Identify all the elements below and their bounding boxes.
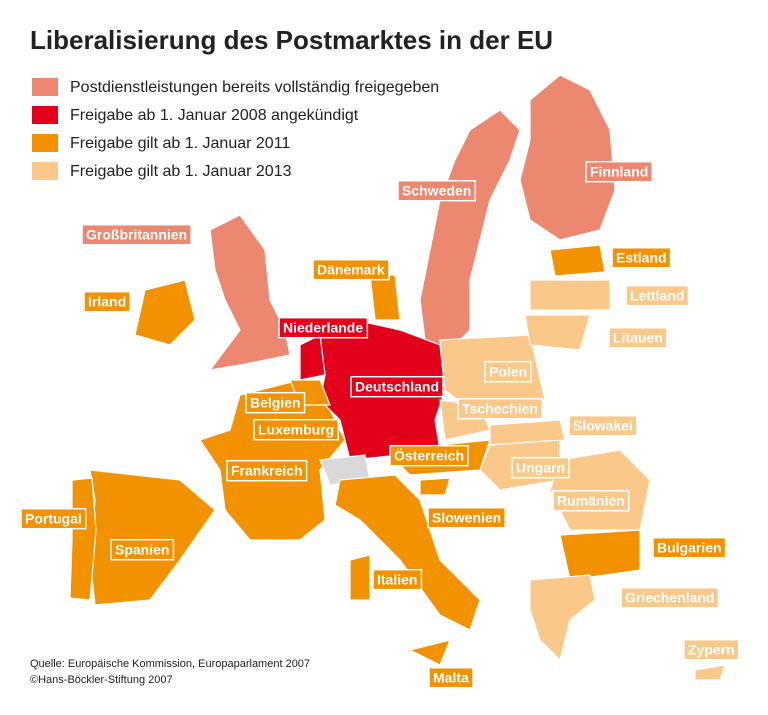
legend-label: Freigabe ab 1. Januar 2008 angekündigt (70, 107, 359, 124)
spain-shape (89, 469, 216, 606)
country-label: Niederlande (283, 320, 363, 336)
country-label: Dänemark (317, 262, 385, 278)
legend: Postdienstleistungen bereits vollständig… (32, 78, 439, 180)
country-label: Irland (88, 294, 126, 310)
country-label: Frankreich (231, 463, 303, 479)
country-label: Finnland (590, 164, 648, 180)
country-label: Polen (489, 364, 527, 380)
label-box (253, 418, 339, 441)
ireland-shape (134, 279, 196, 346)
label-box (611, 246, 672, 269)
legend-swatch (32, 134, 58, 152)
country-label: Deutschland (355, 379, 439, 395)
finland-shape (519, 74, 616, 241)
bulgaria-shape (559, 529, 641, 581)
latvia-shape (529, 279, 611, 311)
country-label: Belgien (250, 395, 301, 411)
label-box (625, 284, 690, 307)
legend-label: Freigabe gilt ab 1. Januar 2013 (70, 163, 292, 180)
label-box (397, 179, 476, 202)
label-box (110, 538, 175, 561)
sicily-shape (408, 639, 451, 666)
country-label: Italien (377, 572, 417, 588)
greece-shape (529, 574, 596, 662)
country-label: Zypern (688, 642, 735, 658)
country-label: Bulgarien (657, 540, 722, 556)
label-box (428, 666, 474, 689)
cyprus-shape (694, 664, 726, 681)
label-box (278, 316, 369, 339)
country-label: Lettland (630, 288, 684, 304)
country-label: Tschechien (462, 401, 538, 417)
country-label: Griechenland (625, 590, 714, 606)
title: Liberalisierung des Postmarktes in der E… (30, 25, 553, 55)
sweden-shape (419, 109, 521, 351)
country-label: Slowakei (573, 418, 633, 434)
label-box (20, 507, 87, 530)
label-box (226, 459, 308, 482)
italy-shape (334, 474, 481, 631)
netherlands-shape (299, 334, 326, 381)
country-label: Slowenien (432, 510, 501, 526)
country-label: Rumänien (557, 493, 625, 509)
country-label: Portugal (25, 511, 82, 527)
label-box (585, 160, 654, 183)
legend-swatch (32, 106, 58, 124)
country-label: Schweden (402, 183, 471, 199)
label-box (83, 290, 131, 313)
portugal-shape (69, 477, 97, 601)
label-box (484, 360, 532, 383)
legend-swatch (32, 162, 58, 180)
label-box (372, 568, 423, 591)
legend-label: Freigabe gilt ab 1. Januar 2011 (70, 135, 290, 152)
country-label: Österreich (394, 448, 464, 464)
label-box (620, 586, 720, 609)
country-labels: Großbritannien Schweden Finnland Niederl… (20, 160, 740, 689)
country-label: Großbritannien (86, 227, 187, 243)
source: Quelle: Europäische Kommission, Europapa… (30, 658, 310, 670)
country-label: Ungarn (516, 460, 565, 476)
country-label: Spanien (115, 542, 169, 558)
label-box (81, 223, 192, 246)
label-box (457, 397, 543, 420)
denmark-shape (369, 274, 401, 321)
label-box (511, 456, 570, 479)
country-label: Malta (433, 670, 469, 686)
label-box (245, 391, 306, 414)
estonia-shape (549, 244, 606, 277)
label-box (652, 536, 727, 559)
label-box (552, 489, 630, 512)
label-box (568, 414, 638, 437)
country-label: Luxemburg (258, 422, 334, 438)
label-box (608, 326, 668, 349)
label-box (389, 444, 469, 467)
label-box (350, 375, 444, 398)
slovenia-shape (419, 477, 451, 496)
label-box (683, 638, 740, 661)
country-label: Estland (616, 250, 667, 266)
sardinia-shape (349, 554, 371, 601)
lithuania-shape (524, 314, 591, 351)
label-box (312, 258, 390, 281)
legend-label: Postdienstleistungen bereits vollständig… (70, 79, 439, 96)
label-box (427, 506, 506, 529)
slovakia-shape (489, 419, 566, 446)
country-label: Litauen (613, 330, 663, 346)
uk-shape (208, 214, 291, 371)
copyright: ©Hans-Böckler-Stiftung 2007 (30, 674, 173, 686)
legend-swatch (32, 78, 58, 96)
